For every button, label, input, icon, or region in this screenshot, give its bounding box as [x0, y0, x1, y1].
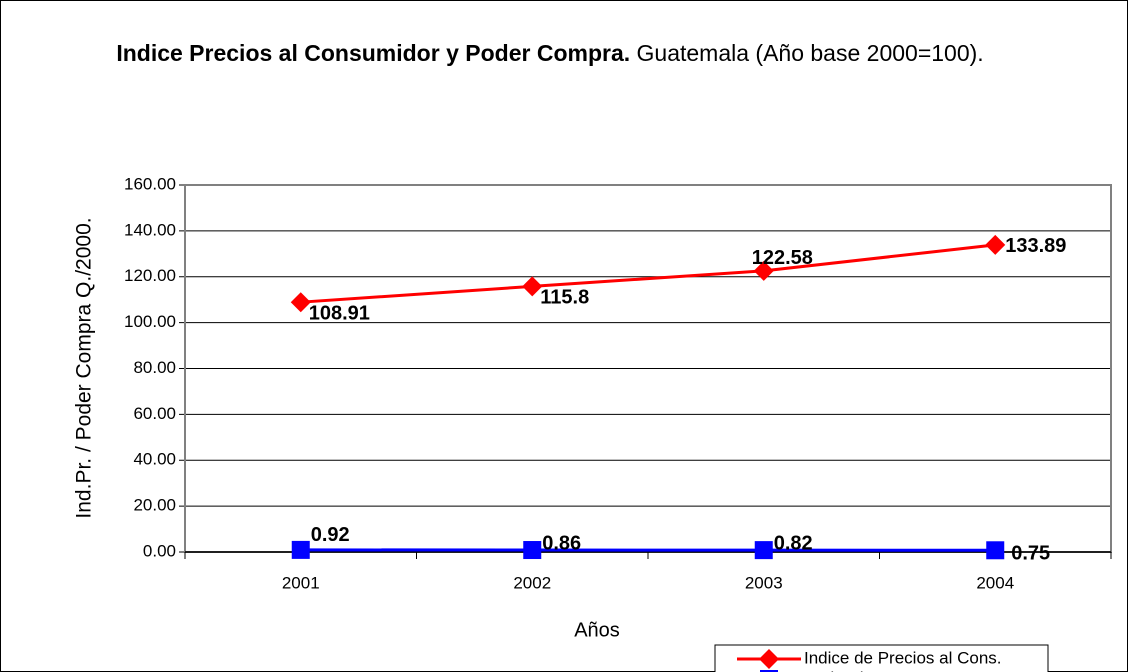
- data-point: [754, 541, 773, 560]
- data-label: 0.75: [1011, 543, 1050, 565]
- x-tick-label: 2003: [745, 573, 783, 592]
- data-label: 0.86: [542, 532, 581, 554]
- data-label: 115.8: [540, 287, 589, 309]
- data-point: [985, 234, 1006, 255]
- y-tick-label: 40.00: [133, 450, 176, 469]
- data-point: [523, 541, 542, 560]
- chart-title: Indice Precios al Consumidor y Poder Com…: [116, 40, 631, 66]
- legend-marker: [759, 649, 779, 669]
- chart-title-block: Indice Precios al Consumidor y Poder Com…: [100, 36, 1000, 70]
- data-label: 0.92: [311, 524, 350, 546]
- data-point: [522, 276, 543, 297]
- legend-label: Poder de Compra: [804, 668, 939, 672]
- data-point: [753, 260, 774, 281]
- x-axis-label: Años: [574, 619, 620, 641]
- data-point: [986, 541, 1005, 560]
- y-tick-label: 160.00: [124, 174, 176, 193]
- data-point: [290, 292, 311, 313]
- data-point: [291, 540, 310, 559]
- x-tick-label: 2004: [976, 573, 1014, 592]
- legend-marker: [760, 670, 778, 672]
- series-line: [300, 243, 996, 304]
- data-label: 0.82: [774, 532, 813, 554]
- y-axis-label: Ind.Pr. / Poder Compra Q./2000.: [73, 217, 96, 518]
- y-tick-label: 140.00: [124, 220, 176, 239]
- legend-label: Indice de Precios al Cons.: [804, 648, 1002, 667]
- data-label: 122.58: [752, 247, 813, 269]
- y-tick-label: 0.00: [143, 541, 176, 560]
- y-tick-label: 60.00: [133, 404, 176, 423]
- y-tick-label: 80.00: [133, 358, 176, 377]
- y-tick-label: 20.00: [133, 496, 176, 515]
- x-tick-label: 2001: [282, 573, 320, 592]
- chart-subtitle: Guatemala (Año base 2000=100).: [636, 40, 984, 66]
- x-tick-label: 2002: [513, 573, 551, 592]
- y-tick-label: 120.00: [124, 266, 176, 285]
- data-label: 108.91: [309, 302, 370, 324]
- y-tick-label: 100.00: [124, 312, 176, 331]
- data-label: 133.89: [1005, 235, 1066, 257]
